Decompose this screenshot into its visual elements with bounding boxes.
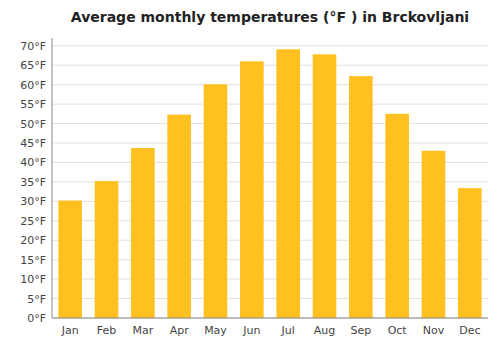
chart-svg: Average monthly temperatures (°F ) in Br… (0, 0, 500, 350)
x-tick-labels: Jan Feb Mar Apr May Jun Jul Aug Sep Oct Nov Dec (61, 324, 481, 337)
bar (95, 181, 119, 318)
bar (276, 49, 300, 318)
grid-line (52, 84, 488, 85)
y-tick-label: 50°F (20, 118, 46, 131)
bar (167, 115, 191, 318)
bar (458, 188, 482, 318)
y-tick-label: 0°F (27, 312, 46, 325)
y-tick-label: 35°F (20, 176, 46, 189)
x-tick-label: Feb (97, 324, 116, 337)
y-tick-label: 15°F (20, 254, 46, 267)
y-tick-label: 25°F (20, 215, 46, 228)
y-tick-label: 20°F (20, 234, 46, 247)
x-tick-label: Mar (132, 324, 153, 337)
bars (58, 49, 481, 318)
x-tick-label: Nov (423, 324, 445, 337)
y-tick-label: 5°F (27, 293, 46, 306)
y-tick-label: 65°F (20, 59, 46, 72)
x-tick-label: Jun (242, 324, 260, 337)
bar (313, 54, 337, 318)
y-tick-labels: 0°F 5°F 10°F 15°F 20°F 25°F 30°F 35°F 40°F 45°F 50… (20, 40, 46, 325)
x-tick-label: Jan (61, 324, 79, 337)
x-tick-label: Oct (388, 324, 408, 337)
grid-line (52, 318, 488, 319)
bar (349, 76, 373, 318)
x-tick-label: Aug (314, 324, 335, 337)
grid (52, 46, 488, 318)
y-tick-label: 70°F (20, 40, 46, 53)
y-axis-line (52, 38, 53, 318)
x-tick-label: Sep (350, 324, 371, 337)
chart-container: Average monthly temperatures (°F ) in Br… (0, 0, 500, 350)
y-tick-label: 45°F (20, 137, 46, 150)
grid-line (52, 65, 488, 66)
bar (58, 201, 82, 318)
y-tick-label: 10°F (20, 273, 46, 286)
x-tick-label: Dec (459, 324, 480, 337)
x-tick-label: Apr (170, 324, 190, 337)
bar (240, 61, 264, 318)
grid-line (52, 123, 488, 124)
bar (131, 148, 155, 318)
y-tick-label: 55°F (20, 98, 46, 111)
bar (204, 84, 228, 318)
grid-line (52, 104, 488, 105)
x-tick-label: Jul (281, 324, 295, 337)
grid-line (52, 45, 488, 46)
x-axis-line (52, 318, 488, 319)
bar (385, 114, 409, 318)
x-tick-label: May (204, 324, 227, 337)
chart-title: Average monthly temperatures (°F ) in Br… (71, 9, 469, 25)
bar (422, 151, 446, 318)
y-tick-label: 40°F (20, 156, 46, 169)
y-tick-label: 30°F (20, 195, 46, 208)
y-tick-label: 60°F (20, 79, 46, 92)
grid-line (52, 143, 488, 144)
